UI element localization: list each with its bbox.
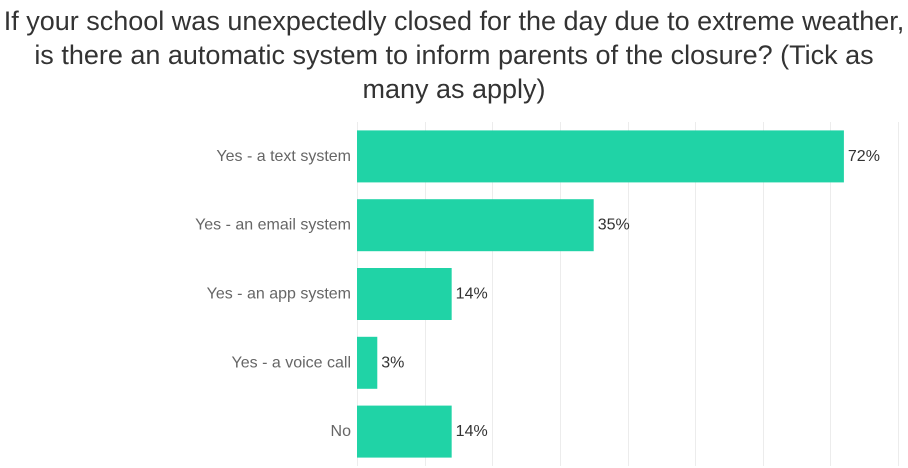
value-label: 14% xyxy=(456,286,488,303)
value-label: 14% xyxy=(456,423,488,440)
bar xyxy=(357,336,378,389)
value-label: 72% xyxy=(848,148,880,165)
bar xyxy=(357,130,844,183)
bar xyxy=(357,268,452,320)
value-label: 3% xyxy=(381,354,404,371)
category-label: Yes - a voice call xyxy=(232,354,351,371)
value-label: 35% xyxy=(598,217,630,234)
category-label: Yes - an app system xyxy=(207,286,351,303)
bar xyxy=(357,405,452,458)
bar xyxy=(357,199,594,252)
bars: Yes - a text system 72% Yes - an email sys… xyxy=(195,130,880,458)
category-label: No xyxy=(331,423,352,440)
category-label: Yes - a text system xyxy=(216,148,351,165)
chart-title: If your school was unexpectedly closed f… xyxy=(3,6,905,104)
category-label: Yes - an email system xyxy=(195,217,351,234)
